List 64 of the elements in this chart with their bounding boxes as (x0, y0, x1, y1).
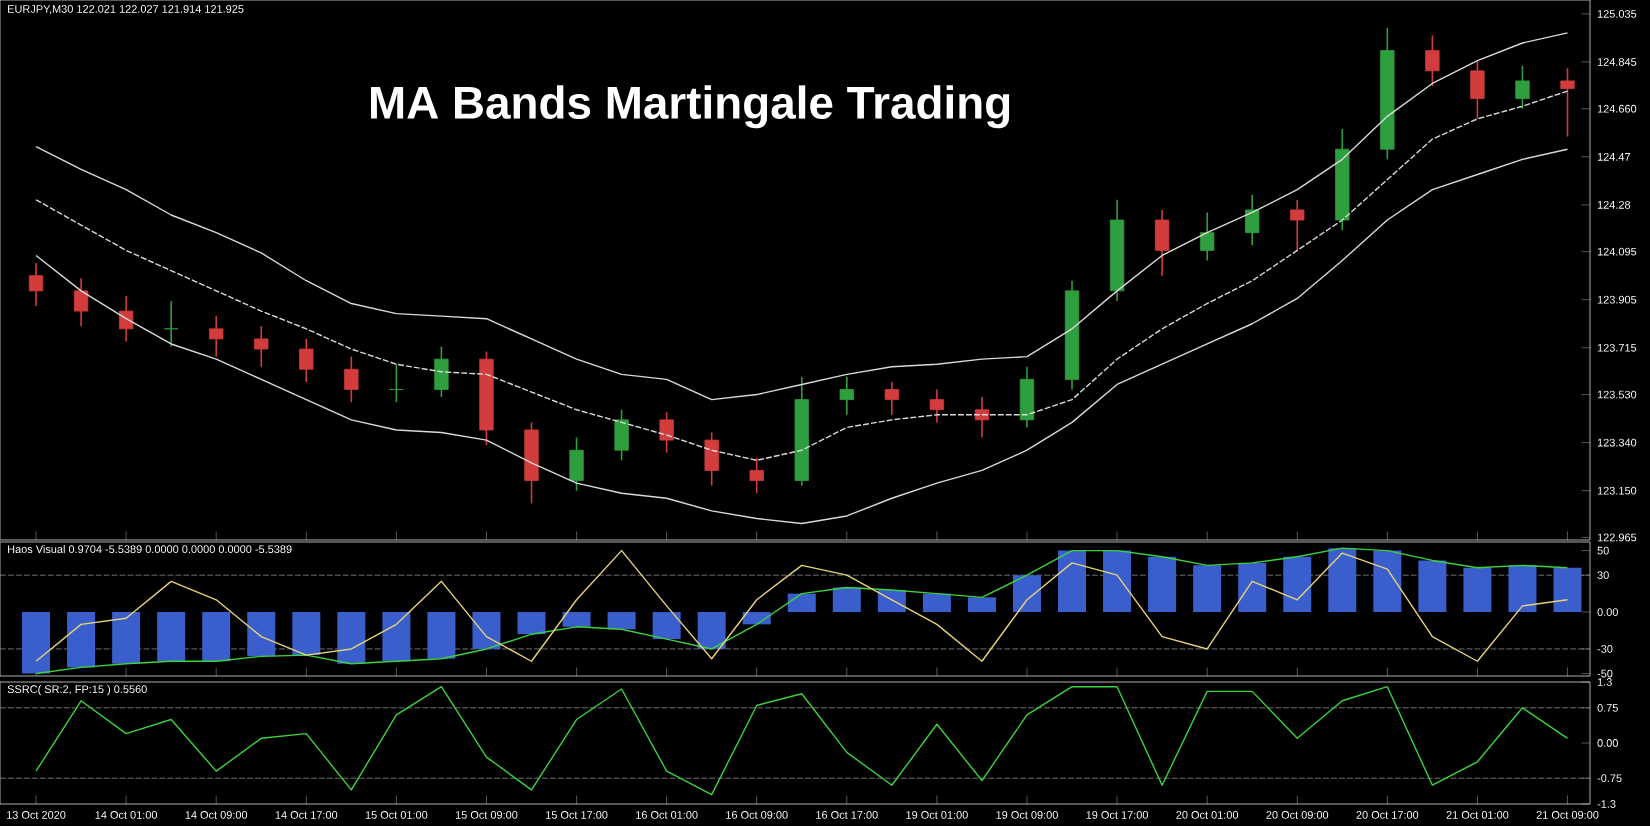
candlestick (299, 338, 314, 383)
bar (67, 612, 96, 668)
bar (1553, 567, 1582, 613)
bar (1283, 556, 1312, 613)
candlestick (929, 388, 945, 424)
candlestick (73, 277, 89, 328)
bar (1103, 550, 1132, 613)
candlestick (1515, 64, 1530, 110)
bar (1238, 562, 1267, 613)
bar (427, 612, 456, 659)
candlestick (749, 457, 764, 494)
candlestick (1470, 59, 1485, 120)
candlestick (704, 431, 719, 487)
bar (112, 612, 141, 664)
candlestick (164, 300, 179, 348)
bar (967, 597, 996, 613)
candlestick (389, 363, 404, 403)
bar (832, 587, 861, 613)
bar (922, 593, 951, 613)
bar (1373, 550, 1402, 613)
candlestick (344, 355, 359, 403)
bar (202, 612, 231, 662)
bar (1328, 548, 1357, 613)
candlestick (1425, 34, 1440, 87)
candlestick (614, 408, 629, 462)
candlestick (1200, 211, 1215, 262)
candlestick (209, 315, 224, 358)
candlestick (1560, 67, 1575, 138)
bar (787, 593, 816, 613)
bar (247, 612, 276, 657)
bar (517, 612, 546, 635)
bar (1058, 550, 1087, 613)
text: MA Bands Martingale Trading (371, 85, 1010, 129)
bar (1463, 567, 1492, 613)
bar (1508, 565, 1537, 613)
bar (292, 612, 321, 656)
candlestick (1290, 199, 1305, 252)
candlestick (1019, 365, 1035, 429)
line-series (35, 32, 1569, 401)
candlestick (839, 376, 854, 416)
bar (472, 612, 501, 649)
candlestick (974, 396, 990, 439)
bar (337, 612, 366, 664)
bar (382, 612, 411, 662)
bar (697, 612, 726, 649)
candlestick (884, 381, 900, 416)
candlestick (659, 411, 674, 454)
bar (607, 612, 636, 630)
bar (22, 612, 51, 674)
bar (1418, 560, 1447, 613)
candlestick (1245, 193, 1260, 247)
candlestick (434, 345, 449, 398)
bar (1012, 575, 1041, 613)
bar (562, 612, 591, 627)
bar (1193, 565, 1222, 613)
candlestick (569, 436, 584, 492)
candlestick (1154, 209, 1170, 277)
line-series (35, 148, 1569, 525)
bar (652, 612, 681, 640)
candlestick (254, 325, 269, 368)
bar (157, 612, 186, 662)
bar (1148, 556, 1177, 613)
candlestick (28, 262, 44, 307)
candlestick (118, 295, 134, 343)
